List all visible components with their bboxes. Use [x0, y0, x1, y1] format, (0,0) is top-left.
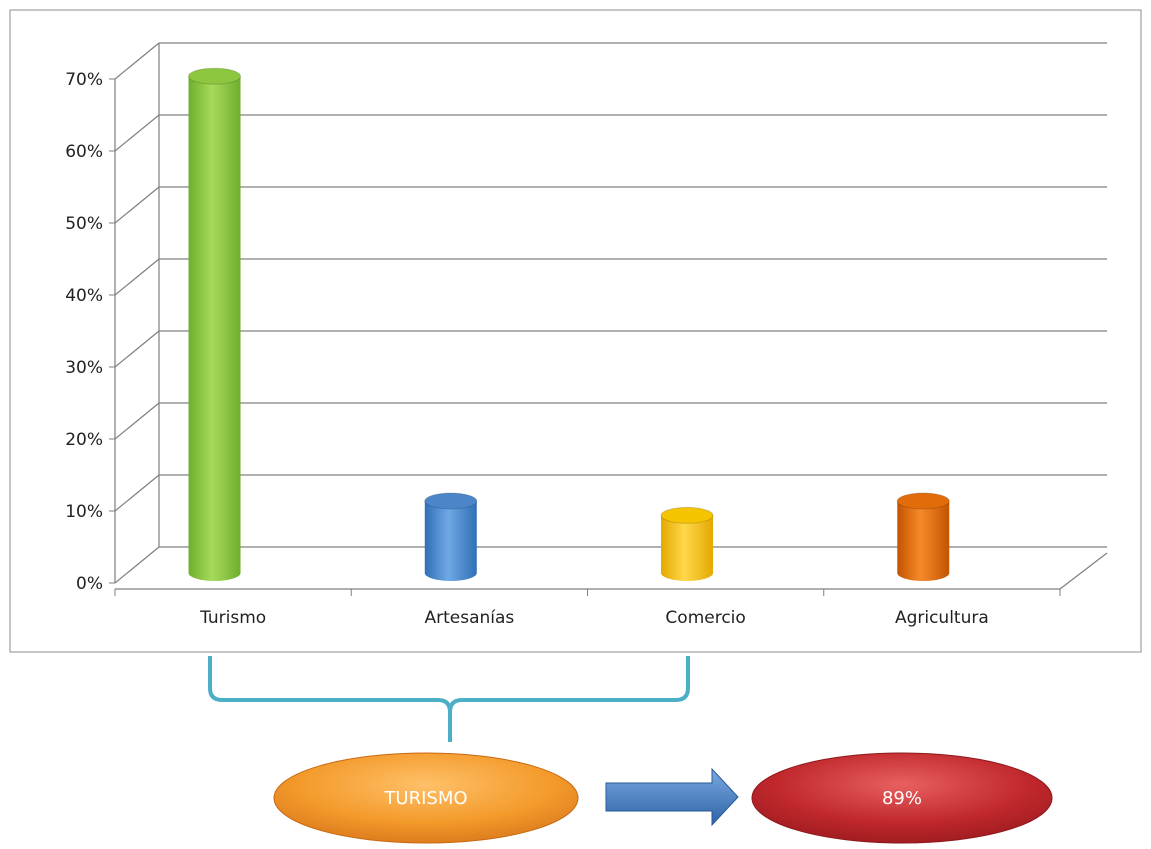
bar-body — [424, 501, 477, 581]
bar-body — [661, 515, 714, 581]
y-tick-label: 10% — [65, 502, 103, 522]
y-tick-label: 50% — [65, 214, 103, 234]
y-tick-label: 30% — [65, 358, 103, 378]
right-arrow-icon — [605, 767, 739, 827]
x-tick-label: Turismo — [199, 608, 266, 628]
side-wall-line — [114, 330, 160, 368]
bar-top — [188, 67, 242, 85]
side-wall-line — [114, 546, 160, 584]
floor-edge — [1059, 552, 1108, 590]
side-wall-line — [114, 186, 160, 224]
side-wall-line — [114, 42, 160, 80]
bar-agricultura — [896, 492, 950, 581]
bars — [188, 67, 950, 581]
y-tick-label: 40% — [65, 286, 103, 306]
percent-oval: 89% — [751, 752, 1053, 844]
percent-oval-label: 89% — [882, 788, 922, 809]
bar-turismo — [188, 67, 242, 581]
bar-top — [896, 492, 950, 510]
x-tick-label: Agricultura — [895, 608, 989, 628]
bar-top — [660, 506, 714, 524]
bar-body — [188, 76, 241, 581]
side-wall-line — [114, 258, 160, 296]
y-tick-label: 70% — [65, 70, 103, 90]
turismo-oval-label: TURISMO — [383, 788, 467, 809]
side-wall-line — [114, 402, 160, 440]
y-tick-label: 20% — [65, 430, 103, 450]
bracket — [208, 656, 690, 742]
axis-labels: 0% 10% 20% 30% 40% 50% 60% 70% Turismo Artesanías… — [65, 70, 989, 628]
side-wall-line — [114, 474, 160, 512]
x-tick-label: Comercio — [665, 608, 745, 628]
bar-artesanías — [424, 492, 478, 581]
side-wall-line — [114, 114, 160, 152]
y-tick-label: 0% — [76, 574, 103, 594]
x-tick-label: Artesanías — [424, 608, 514, 628]
turismo-oval: TURISMO — [273, 752, 579, 844]
bar-body — [897, 501, 950, 581]
y-tick-label: 60% — [65, 142, 103, 162]
bar-top — [424, 492, 478, 510]
bar-comercio — [660, 506, 714, 581]
